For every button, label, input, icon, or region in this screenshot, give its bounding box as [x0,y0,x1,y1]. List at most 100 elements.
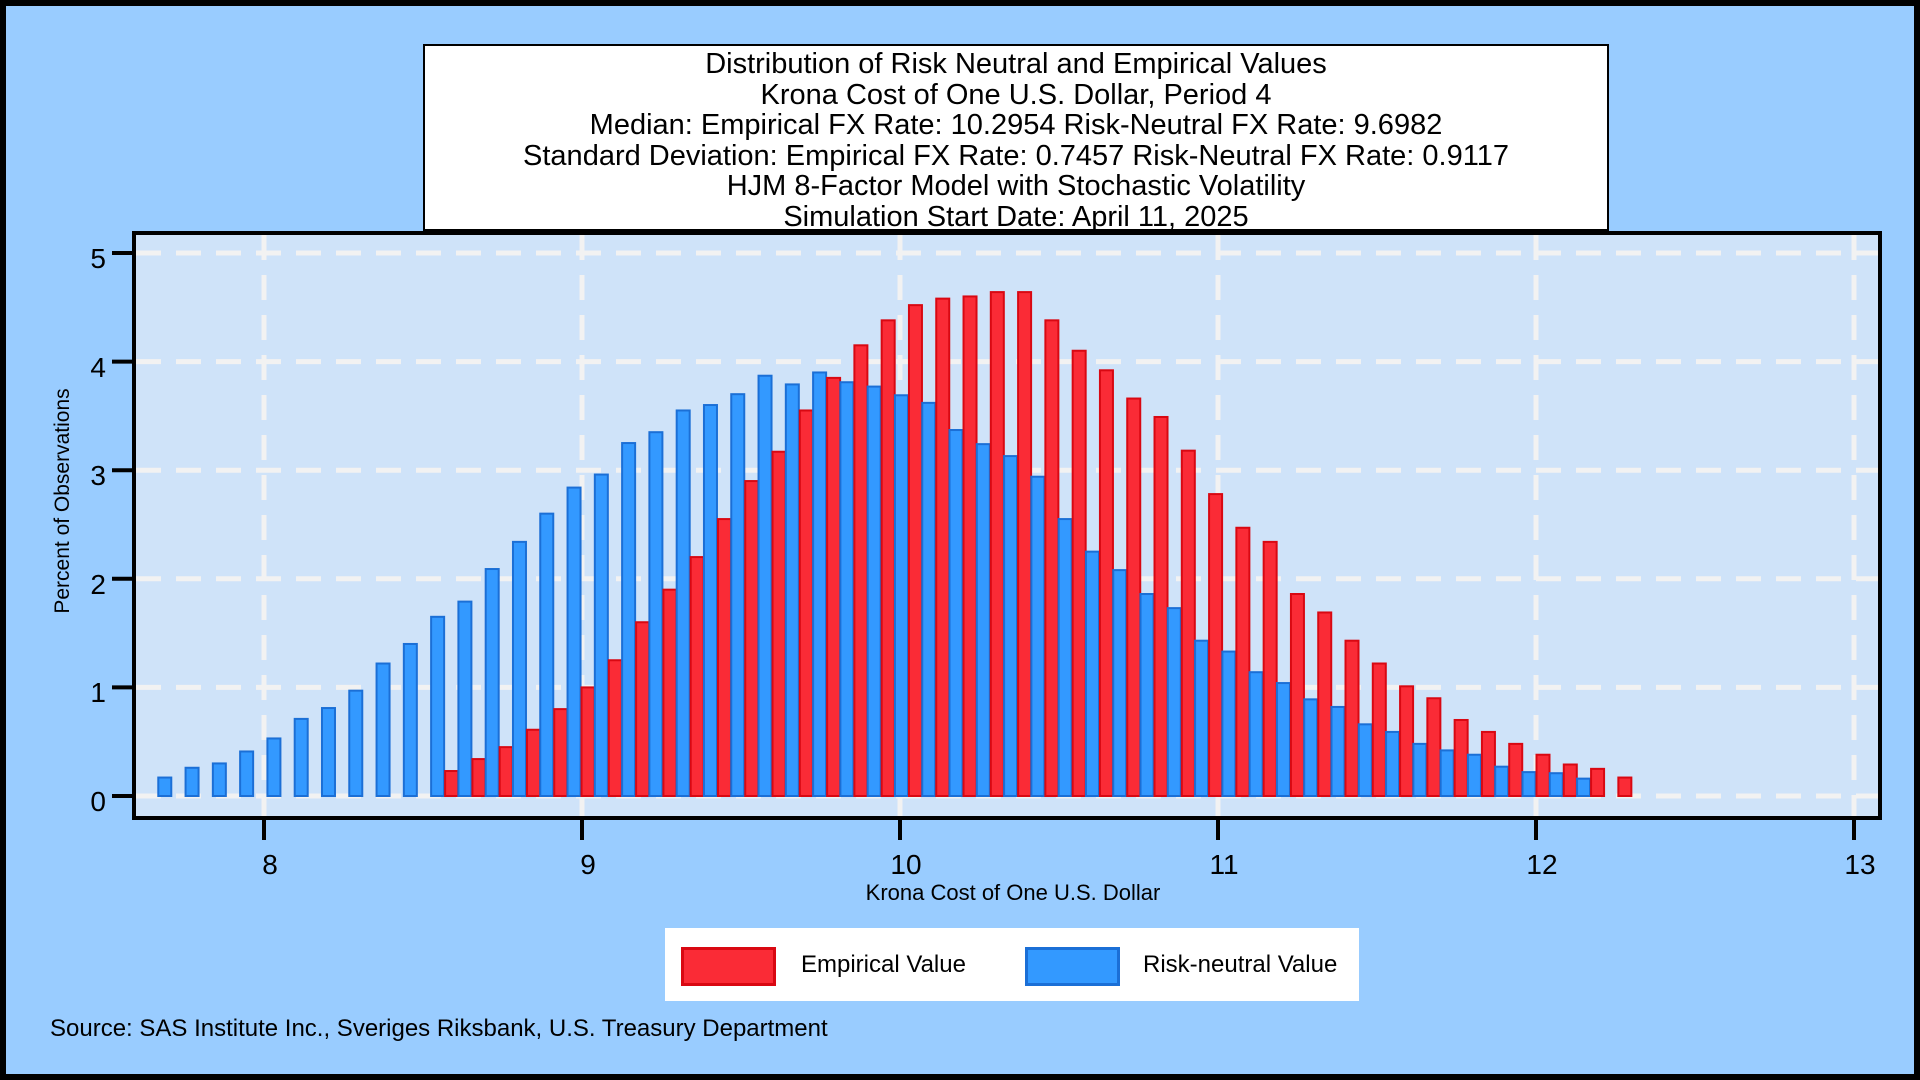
bar-risk-neutral [702,404,718,797]
plot-border [132,231,1882,820]
source-text: Source: SAS Institute Inc., Sveriges Rik… [50,1015,828,1042]
bar-risk-neutral [1248,671,1264,797]
title-box: Distribution of Risk Neutral and Empiric… [423,44,1609,233]
bar-risk-neutral [1385,730,1401,798]
bar-empirical [1235,526,1251,797]
bar-empirical [826,376,842,797]
bar-risk-neutral [1303,698,1319,798]
bar-risk-neutral [1194,639,1210,798]
bar-risk-neutral [1357,723,1373,797]
bar-risk-neutral [675,409,691,797]
y-tick-label-2: 2 [90,568,106,600]
bar-risk-neutral [593,473,609,797]
bar-risk-neutral [1084,550,1100,798]
bar-empirical [471,758,487,797]
bar-empirical [1153,415,1169,797]
title-line-3: Median: Empirical FX Rate: 10.2954 Risk-… [589,109,1443,141]
bar-risk-neutral [1057,518,1073,797]
title-line-1: Distribution of Risk Neutral and Empiric… [705,48,1327,80]
bar-empirical [1426,697,1442,798]
bar-risk-neutral [293,717,309,797]
x-tick-label-10: 10 [890,849,922,880]
bar-empirical [1289,593,1305,798]
bar-risk-neutral [1030,475,1046,797]
bar-risk-neutral [484,568,500,797]
title-line-4: Standard Deviation: Empirical FX Rate: 0… [523,139,1509,172]
bar-empirical [1535,753,1551,797]
bar-risk-neutral [1166,607,1182,798]
histogram-svg [112,231,1882,840]
bar-empirical [635,621,651,797]
bar-empirical [716,518,732,797]
bar-empirical [1617,776,1633,798]
bar-risk-neutral [511,540,527,797]
x-tick-label-11: 11 [1209,849,1239,880]
bar-risk-neutral [1576,777,1592,798]
x-axis-title: Krona Cost of One U.S. Dollar [865,880,1161,905]
bar-risk-neutral [648,431,664,797]
bar-risk-neutral [457,600,473,798]
bar-empirical [662,588,678,797]
bar-empirical [798,409,814,797]
bar-risk-neutral [239,750,255,797]
bar-empirical [1017,291,1033,797]
y-tick-label-0: 0 [90,786,106,817]
legend-label-empirical: Empirical Value [801,951,966,978]
bar-empirical [525,728,541,798]
y-tick-label-5: 5 [90,243,106,274]
bar-risk-neutral [1412,742,1428,798]
bar-risk-neutral [730,393,746,797]
bar-risk-neutral [1003,455,1019,797]
bar-risk-neutral [1466,753,1482,797]
bar-empirical [1590,767,1606,797]
bar-risk-neutral [1521,771,1537,797]
bar-risk-neutral [402,642,418,798]
y-tick-label-1: 1 [90,677,106,709]
bar-empirical [962,295,978,797]
x-tick-label-13: 13 [1844,849,1876,880]
legend-swatch-risk-neutral [1025,947,1120,986]
bar-empirical [1508,742,1524,798]
bar-empirical [989,291,1005,797]
bar-risk-neutral [375,662,391,797]
bar-empirical [498,746,514,798]
bar-empirical [853,344,869,797]
legend: Empirical Value Risk-neutral Value [665,928,1359,1001]
title-line-2: Krona Cost of One U.S. Dollar, Period 4 [760,78,1272,111]
bar-risk-neutral [430,615,446,797]
bar-risk-neutral [211,762,227,797]
bar-risk-neutral [948,429,964,797]
bar-empirical [1208,493,1224,797]
bar-empirical [580,686,596,798]
title-line-5: HJM 8-Factor Model with Stochastic Volat… [726,170,1306,202]
bar-empirical [1371,662,1387,797]
bar-empirical [689,556,705,798]
x-tick-label-9: 9 [580,849,596,880]
bar-risk-neutral [921,401,937,797]
bar-risk-neutral [348,689,364,798]
bar-risk-neutral [621,442,637,797]
bar-empirical [1453,718,1469,797]
bar-risk-neutral [184,766,200,797]
bar-empirical [1126,397,1142,797]
legend-label-risk-neutral: Risk-neutral Value [1143,951,1338,978]
bar-empirical [1071,349,1087,797]
bar-empirical [607,659,623,797]
bar-risk-neutral [1548,772,1564,797]
bar-risk-neutral [1139,593,1155,798]
bar-empirical [1262,540,1278,797]
bar-risk-neutral [893,394,909,797]
bar-risk-neutral [566,486,582,797]
bar-empirical [1480,730,1496,798]
title-line-6: Simulation Start Date: April 11, 2025 [783,200,1249,233]
bar-risk-neutral [266,737,282,798]
bar-risk-neutral [975,443,991,797]
bar-risk-neutral [320,707,336,797]
bar-risk-neutral [1112,569,1128,797]
bar-empirical [907,304,923,797]
bar-risk-neutral [1494,765,1510,797]
bar-risk-neutral [784,383,800,797]
bar-risk-neutral [157,776,173,798]
bar-empirical [1098,369,1114,797]
bar-empirical [1562,763,1578,797]
